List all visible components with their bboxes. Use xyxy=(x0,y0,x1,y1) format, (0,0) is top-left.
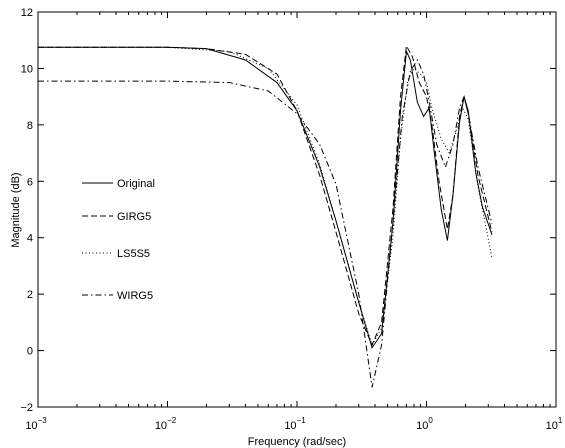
x-tick-label: 10−3 xyxy=(25,416,47,432)
x-tick-label: 10−2 xyxy=(155,416,177,432)
plot-area xyxy=(37,11,557,408)
y-tick-label: 6 xyxy=(27,176,33,188)
y-tick-label: −2 xyxy=(20,402,33,414)
y-tick-label: 0 xyxy=(27,346,33,358)
legend-label-wirg5: WIRG5 xyxy=(117,290,153,302)
legend: Original GIRG5 LS5S5 WIRG5 xyxy=(82,178,155,302)
series-line-wirg5 xyxy=(38,58,493,388)
legend-label-original: Original xyxy=(117,178,155,190)
y-tick-label: 4 xyxy=(27,233,33,245)
legend-label-girg5: GIRG5 xyxy=(117,211,151,223)
x-axis-label: Frequency (rad/sec) xyxy=(248,436,346,448)
series-line-ls5s5 xyxy=(38,46,493,347)
y-tick-label: 2 xyxy=(27,289,33,301)
y-tick-label: 8 xyxy=(27,120,33,132)
y-tick-label: 10 xyxy=(21,63,33,75)
series-line-girg5 xyxy=(38,44,493,347)
tick-group: 10−3 10−2 10−1 100 101 −2 0 2 4 6 8 10 12 xyxy=(20,7,562,432)
y-tick-label: 12 xyxy=(21,7,33,19)
series-lines xyxy=(38,44,493,388)
x-tick-label: 10−1 xyxy=(284,416,306,432)
legend-label-ls5s5: LS5S5 xyxy=(117,248,150,260)
series-line-original xyxy=(38,46,493,349)
x-tick-label: 101 xyxy=(546,416,563,432)
y-axis-label: Magnitude (dB) xyxy=(10,172,22,247)
x-tick-label: 100 xyxy=(416,416,433,432)
